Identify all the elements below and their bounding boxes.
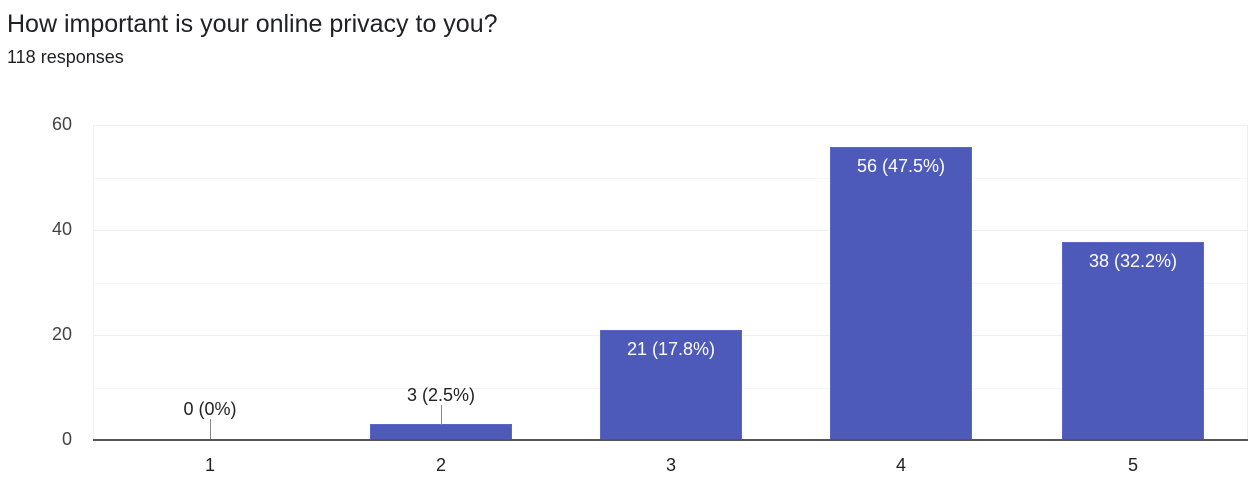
gridline-50 [93,178,1248,179]
y-tick-40: 40 [51,219,72,239]
bar-label-3: 21 (17.8%) [626,339,716,359]
chart-title: How important is your online privacy to … [7,10,498,38]
bar-3[interactable]: 21 (17.8%) [600,330,742,440]
gridline-40 [93,230,1248,231]
gridline-60 [93,125,1248,126]
label-leader-1 [210,419,211,440]
bar-label-5: 38 (32.2%) [1088,251,1178,271]
bar-2[interactable] [370,424,512,440]
plot-right-border [1247,125,1248,440]
y-tick-60: 60 [51,114,72,134]
bar-4[interactable]: 56 (47.5%) [830,147,972,440]
y-tick-20: 20 [51,324,72,344]
bar-5[interactable]: 38 (32.2%) [1062,242,1204,440]
y-tick-0: 0 [61,429,72,449]
label-leader-2 [441,405,442,425]
response-count: 118 responses [7,47,124,67]
x-axis-baseline [93,439,1248,441]
x-tick-5: 5 [1127,455,1138,475]
x-tick-2: 2 [435,455,446,475]
plot-left-border [93,125,94,440]
gridline-30 [93,283,1248,284]
x-tick-4: 4 [895,455,906,475]
x-tick-3: 3 [665,455,676,475]
bar-label-4: 56 (47.5%) [856,156,946,176]
x-tick-1: 1 [204,455,215,475]
bar-label-2: 3 (2.5%) [406,385,476,405]
bar-label-1: 0 (0%) [183,399,237,419]
